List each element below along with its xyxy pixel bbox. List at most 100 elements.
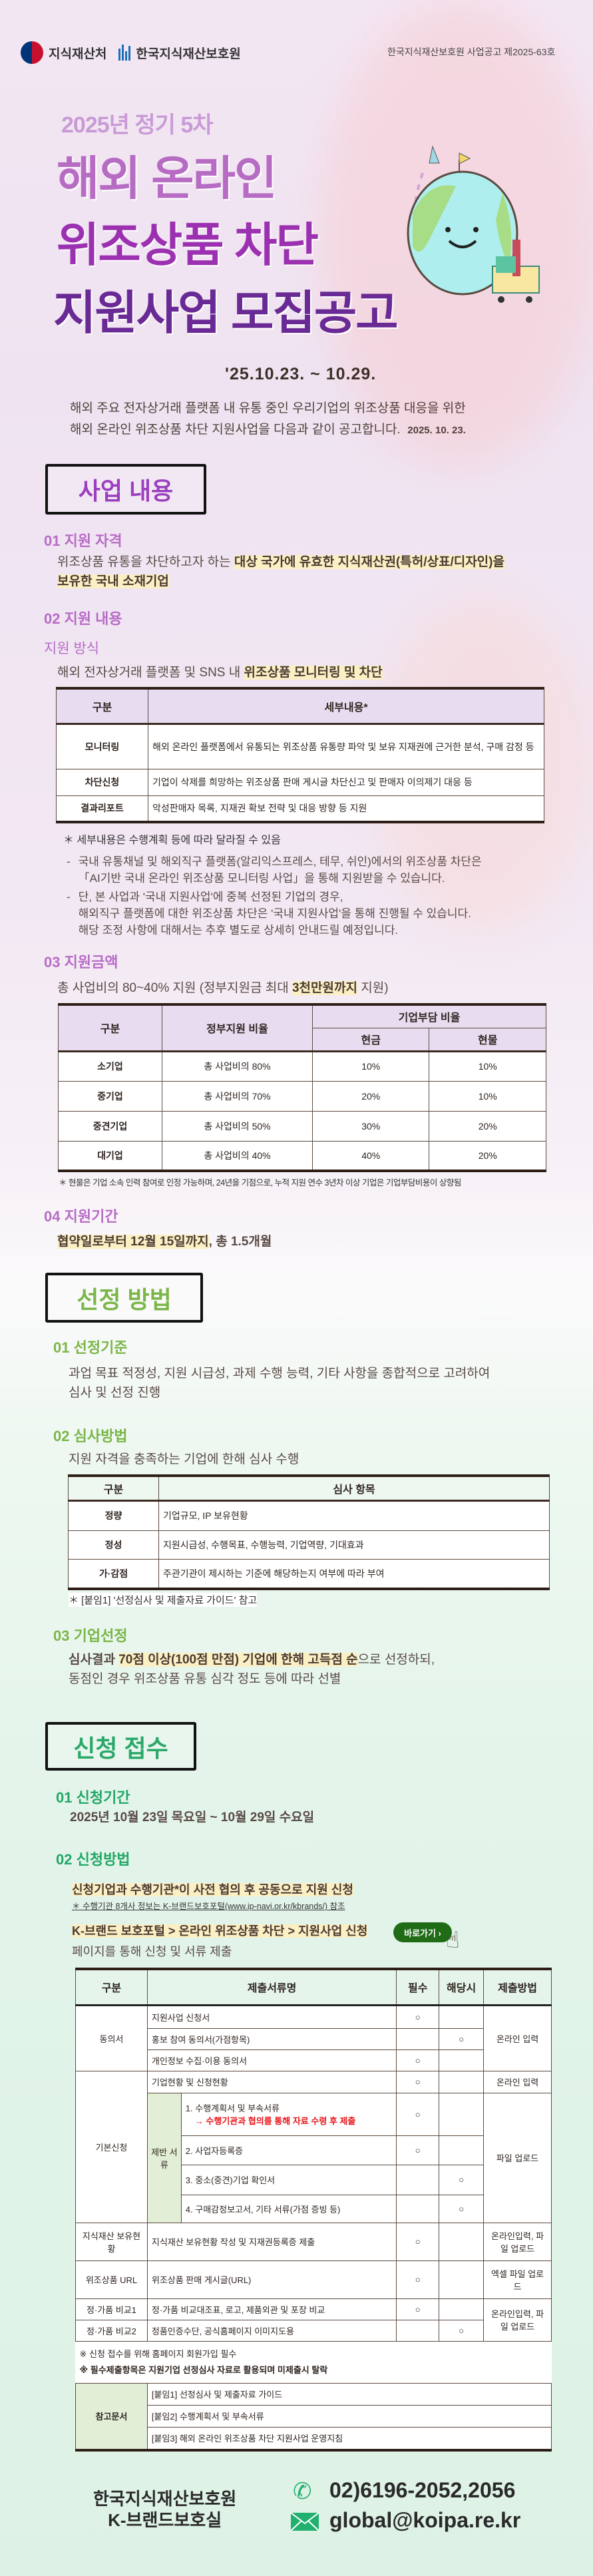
notice-number: 한국지식재산보호원 사업공고 제2025-63호 [387, 47, 556, 57]
application-period: '25.10.23. ~ 10.29. [225, 365, 377, 383]
bullet-line: 해당 조정 사항에 대해서는 추후 별도로 상세히 안내드릴 예정입니다. [78, 924, 399, 937]
highlight: 3천만원까지 [292, 981, 357, 995]
cell: 제반 서류 [146, 2092, 182, 2223]
table-row: 정성 지원시급성, 수행목표, 수행능력, 기업역량, 기대효과 [68, 1530, 550, 1560]
cell: 주관기관이 제시하는 기준에 해당하는지 여부에 따라 부여 [158, 1558, 550, 1590]
cell: 10% [429, 1050, 546, 1082]
cell: 동의서 [75, 2004, 148, 2071]
airplane-icon [429, 145, 440, 164]
selection-heading: 03 기업선정 [53, 1627, 128, 1644]
application-method-heading: 02 신청방법 [56, 1851, 130, 1868]
reference-doc: [붙임2] 수행계획서 및 부속서류 [146, 2404, 552, 2428]
cell: 위조상품 URL [75, 2260, 148, 2299]
highlight: K-브랜드 보호포털 > 온라인 위조상품 차단 > 지원사업 신청 [72, 1924, 368, 1938]
notice-date: 2025. 10. 23. [407, 425, 466, 436]
cell: 2. 사업자등록증 [180, 2135, 397, 2165]
cell: 참고문서 [75, 2382, 148, 2451]
cell: 총 사업비의 80% [162, 1050, 313, 1082]
review-heading: 02 심사방법 [53, 1428, 128, 1444]
table-row: 지식재산 보유현황 지식재산 보유현황 작성 및 지재권등록증 제출 ○ 온라인입력,… [75, 2222, 552, 2261]
text: 지원) [357, 981, 389, 995]
col-header: 구분 [75, 1968, 148, 2006]
taegeuk-icon [21, 41, 43, 64]
bullet-item: - 국내 유통채널 및 해외직구 플랫폼(알리익스프레스, 테무, 쉬인)에서의 … [67, 853, 482, 887]
shopping-cart-icon [492, 240, 540, 303]
section-tag-selection: 선정 방법 [45, 1273, 203, 1323]
col-header: 구분 [58, 1004, 162, 1052]
submission-docs-table: 구분 제출서류명 필수 해당시 제출방법 동의서 지원사업 신청서 ○ 온라인 입력 홍보 참… [75, 1968, 552, 2452]
cell: 총 사업비의 50% [162, 1110, 313, 1142]
conditional-mark: ○ [439, 2319, 485, 2342]
cell: 20% [311, 1080, 430, 1112]
cell: 기업이 삭제를 희망하는 위조상품 판매 게시글 차단신고 및 판매자 이의제기… [148, 768, 544, 796]
cell: 모니터링 [56, 723, 148, 769]
cell: 악성판매자 목록, 지재권 확보 전략 및 대응 방향 등 지원 [148, 795, 544, 823]
notice-bullets: - 국내 유통채널 및 해외직구 플랫폼(알리익스프레스, 테무, 쉬인)에서의 … [67, 853, 482, 939]
intro-line: 해외 온라인 위조상품 차단 지원사업을 다음과 같이 공고합니다. [70, 423, 401, 437]
go-to-portal-button[interactable]: 바로가기 › [393, 1922, 452, 1942]
table-row: [붙임2] 수행계획서 및 부속서류 [76, 2404, 552, 2428]
support-detail-table: 구분 세부내용* 모니터링 해외 온라인 플랫폼에서 유통되는 위조상품 유통량 파… [56, 687, 544, 823]
table-row: 3. 중소(중견)기업 확인서 ○ [76, 2164, 552, 2195]
cell: 총 사업비의 70% [162, 1080, 313, 1112]
cell: 지식재산 보유현황 [75, 2222, 148, 2261]
selection-text: 심사결과 70점 이상(100점 만점) 기업에 한해 고득점 순으로 선정하되… [69, 1650, 435, 1689]
contact-email[interactable]: global@koipa.re.kr [329, 2508, 521, 2532]
cell: 정품인증수단, 공식홈페이지 이미지도용 [146, 2319, 397, 2342]
table-row: 차단신청 기업이 삭제를 희망하는 위조상품 판매 게시글 차단신고 및 판매자 … [56, 768, 544, 796]
reference-doc: [붙임3] 해외 온라인 위조상품 차단 지원사업 운영지침 [146, 2426, 552, 2451]
col-header: 현금 [311, 1027, 430, 1052]
note: ※ 신청 접수를 위해 홈페이지 회원가입 필수 [79, 2348, 237, 2359]
cell: 3. 중소(중견)기업 확인서 [180, 2164, 397, 2195]
text: 해외 전자상거래 플랫폼 및 SNS 내 [57, 666, 244, 680]
col-header: 제출방법 [483, 1968, 552, 2006]
footnote: ＊ [붙임1] '선정심사 및 제출자료 가이드' 참고 [69, 1593, 258, 1607]
cell: 정·가품 비교1 [75, 2298, 148, 2320]
application-period-text: 2025년 10월 23일 목요일 ~ 10월 29일 수요일 [70, 1811, 315, 1825]
review-table: 구분 심사 항목 정량 기업규모, IP 보유현황 정성 지원시급성, 수행목표, 수… [68, 1474, 550, 1590]
dept-name: K-브랜드보호실 [108, 2510, 222, 2530]
bullet-line: 해외직구 플랫폼에 대한 위조상품 차단은 '국내 지원사업'을 통해 진행될 … [78, 907, 471, 920]
portal-path: K-브랜드 보호포털 > 온라인 위조상품 차단 > 지원사업 신청 [72, 1922, 368, 1941]
cell: 결과리포트 [56, 795, 148, 823]
review-text: 지원 자격을 충족하는 기업에 한해 심사 수행 [69, 1452, 299, 1466]
cell: 40% [311, 1140, 430, 1172]
footnote: ＊ 현물은 기업 소속 인력 참여로 인정 가능하며, 24년을 기점으로, 누… [59, 1178, 461, 1187]
table-row: 소기업 총 사업비의 80% 10% 10% [58, 1050, 546, 1082]
pointer-hand-icon: ☝ [446, 1928, 460, 1953]
required-mark: ○ [396, 2298, 440, 2320]
cell: 총 사업비의 40% [162, 1140, 313, 1172]
reference-doc: [붙임1] 선정심사 및 제출자료 가이드 [146, 2382, 552, 2406]
cell: 30% [311, 1110, 430, 1142]
required-mark: ○ [396, 2260, 440, 2299]
table-row: 결과리포트 악성판매자 목록, 지재권 확보 전략 및 대응 방향 등 지원 [56, 795, 544, 823]
eligibility-heading: 01 지원 자격 [44, 533, 122, 549]
doc-note: → 수행기관과 협의를 통해 자료 수령 후 제출 [194, 2116, 356, 2126]
cell: 20% [429, 1140, 546, 1172]
cell: 소기업 [58, 1050, 162, 1082]
contact-phone[interactable]: 02)6196-2052,2056 [329, 2478, 516, 2502]
support-content-heading: 02 지원 내용 [44, 610, 122, 627]
highlight: 협약일로부터 12월 15일까지 [57, 1235, 209, 1249]
contact-org: 한국지식재산보호원 K-브랜드보호실 [93, 2488, 236, 2531]
globe-shopping-illustration [407, 145, 540, 303]
table-row: 중기업 총 사업비의 70% 20% 10% [58, 1080, 546, 1112]
koipa-logo-icon [118, 45, 131, 61]
doc-name: 1. 수행계획서 및 부속서류 [185, 2103, 280, 2113]
agency-note-link[interactable]: ＊ 수행기관 8개사 정보는 K-브랜드보호포털(www.ip-navi.or.… [72, 1902, 345, 1911]
amount-heading: 03 지원금액 [44, 954, 118, 970]
cell: 지식재산 보유현황 작성 및 지재권등록증 제출 [146, 2222, 397, 2261]
criteria-heading: 01 선정기준 [53, 1339, 128, 1356]
required-mark: ○ [396, 2049, 440, 2071]
funding-ratio-table: 구분 정부지원 비율 기업부담 비율 현금 현물 소기업 총 사업비의 80% 10% 10… [58, 1003, 546, 1172]
col-header: 해당시 [439, 1968, 485, 2006]
eligibility-text: 위조상품 유통을 차단하고자 하는 대상 국가에 유효한 지식재산권(특허/상표… [57, 552, 550, 591]
col-header: 현물 [429, 1027, 546, 1052]
col-header: 정부지원 비율 [162, 1004, 313, 1052]
col-header: 세부내용* [148, 688, 544, 724]
cell: 온라인 입력 [483, 2004, 552, 2071]
intro-text: 해외 주요 전자상거래 플랫폼 내 유통 중인 우리기업의 위조상품 대응을 위… [70, 398, 466, 441]
cell: 파일 업로드 [483, 2092, 552, 2223]
cell: 해외 온라인 플랫폼에서 유통되는 위조상품 유통량 파악 및 보유 지재권에 … [148, 723, 544, 769]
